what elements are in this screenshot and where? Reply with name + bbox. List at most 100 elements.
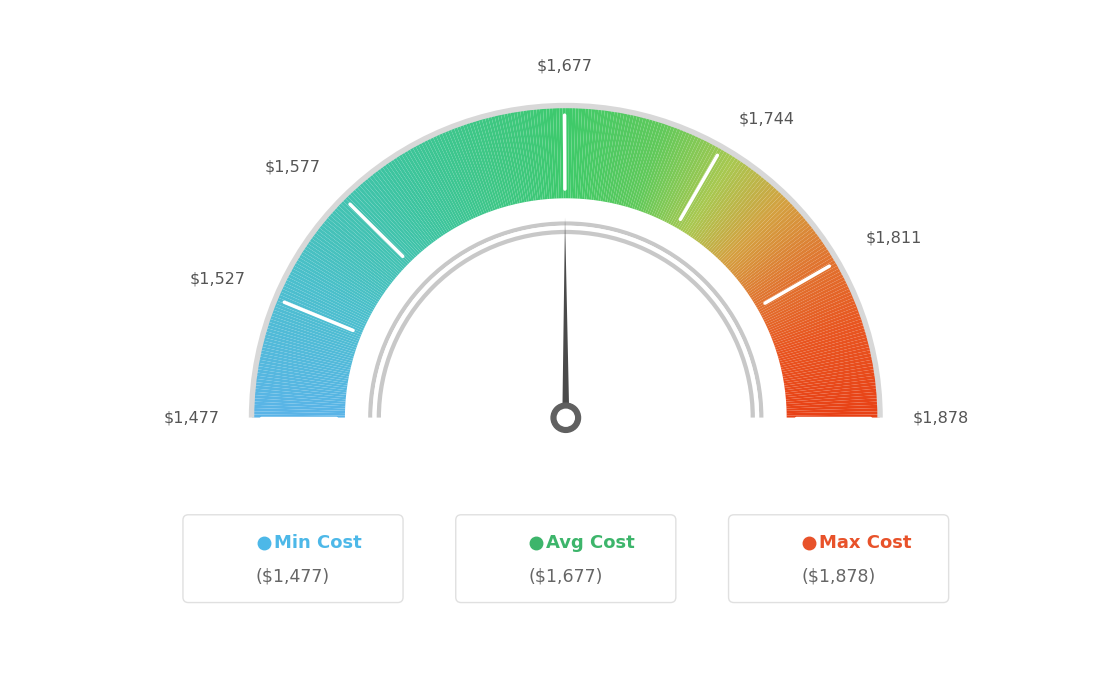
Wedge shape: [601, 110, 618, 201]
Wedge shape: [690, 160, 745, 237]
Wedge shape: [254, 375, 347, 391]
Wedge shape: [253, 385, 347, 397]
Wedge shape: [318, 224, 393, 284]
Wedge shape: [306, 239, 384, 295]
Wedge shape: [737, 221, 811, 282]
Wedge shape: [322, 219, 395, 279]
Wedge shape: [513, 110, 531, 201]
Wedge shape: [254, 382, 347, 395]
Wedge shape: [475, 118, 505, 208]
Wedge shape: [696, 166, 753, 242]
Wedge shape: [381, 234, 751, 417]
FancyBboxPatch shape: [729, 515, 948, 602]
Wedge shape: [297, 253, 378, 304]
Wedge shape: [566, 106, 569, 198]
Wedge shape: [720, 195, 788, 263]
Wedge shape: [766, 285, 851, 326]
Text: $1,677: $1,677: [537, 59, 593, 74]
Wedge shape: [285, 276, 369, 320]
Wedge shape: [643, 126, 678, 213]
Wedge shape: [774, 312, 862, 346]
Wedge shape: [376, 168, 434, 243]
Wedge shape: [352, 206, 779, 417]
Wedge shape: [677, 148, 725, 229]
Wedge shape: [756, 259, 838, 308]
Wedge shape: [527, 108, 541, 200]
Wedge shape: [778, 334, 869, 361]
Wedge shape: [485, 116, 511, 206]
Polygon shape: [562, 217, 570, 433]
Wedge shape: [264, 331, 353, 359]
Wedge shape: [660, 135, 702, 220]
Wedge shape: [560, 106, 563, 198]
Wedge shape: [716, 190, 783, 259]
Wedge shape: [553, 106, 559, 199]
Wedge shape: [415, 143, 461, 226]
Wedge shape: [772, 306, 860, 342]
Wedge shape: [302, 245, 382, 298]
Wedge shape: [571, 106, 575, 199]
Wedge shape: [684, 155, 736, 234]
Wedge shape: [442, 130, 480, 217]
Wedge shape: [463, 122, 496, 210]
Wedge shape: [381, 164, 438, 240]
Wedge shape: [417, 141, 464, 224]
Wedge shape: [355, 184, 420, 255]
Wedge shape: [722, 197, 790, 264]
Wedge shape: [252, 405, 346, 411]
Wedge shape: [481, 117, 509, 206]
Wedge shape: [507, 111, 527, 202]
Wedge shape: [675, 146, 723, 228]
Wedge shape: [763, 276, 847, 320]
Text: Max Cost: Max Cost: [819, 534, 912, 552]
Wedge shape: [466, 121, 498, 210]
Text: $1,744: $1,744: [739, 112, 794, 127]
Wedge shape: [787, 415, 880, 417]
Wedge shape: [289, 268, 372, 314]
Wedge shape: [785, 382, 878, 395]
Wedge shape: [379, 166, 436, 242]
Wedge shape: [586, 107, 598, 199]
Wedge shape: [732, 212, 804, 275]
Wedge shape: [730, 209, 802, 273]
Wedge shape: [752, 250, 832, 302]
Wedge shape: [332, 207, 403, 271]
Wedge shape: [469, 120, 500, 209]
Wedge shape: [658, 134, 700, 219]
Wedge shape: [623, 117, 650, 206]
Wedge shape: [556, 106, 561, 199]
Wedge shape: [323, 217, 397, 278]
Wedge shape: [729, 207, 799, 271]
Wedge shape: [257, 356, 349, 377]
Wedge shape: [777, 328, 868, 357]
Wedge shape: [607, 111, 628, 203]
Wedge shape: [252, 415, 344, 417]
Wedge shape: [598, 109, 615, 201]
Wedge shape: [733, 214, 806, 276]
Wedge shape: [421, 140, 466, 224]
Wedge shape: [645, 126, 681, 214]
Wedge shape: [275, 297, 362, 335]
Wedge shape: [252, 408, 346, 413]
Wedge shape: [723, 199, 793, 266]
Wedge shape: [257, 359, 349, 379]
Wedge shape: [736, 219, 809, 279]
Wedge shape: [337, 202, 406, 268]
Wedge shape: [631, 120, 662, 209]
Wedge shape: [270, 309, 359, 344]
Wedge shape: [591, 108, 605, 200]
Wedge shape: [320, 221, 394, 282]
Wedge shape: [786, 408, 880, 413]
Wedge shape: [605, 111, 625, 202]
Wedge shape: [649, 129, 688, 215]
Wedge shape: [577, 106, 585, 199]
Wedge shape: [726, 204, 797, 269]
Text: ($1,477): ($1,477): [256, 567, 330, 585]
Wedge shape: [253, 398, 346, 406]
Wedge shape: [775, 318, 864, 350]
Wedge shape: [776, 324, 867, 355]
Wedge shape: [596, 109, 612, 201]
Wedge shape: [750, 245, 829, 298]
Wedge shape: [782, 350, 873, 372]
Wedge shape: [347, 193, 413, 261]
